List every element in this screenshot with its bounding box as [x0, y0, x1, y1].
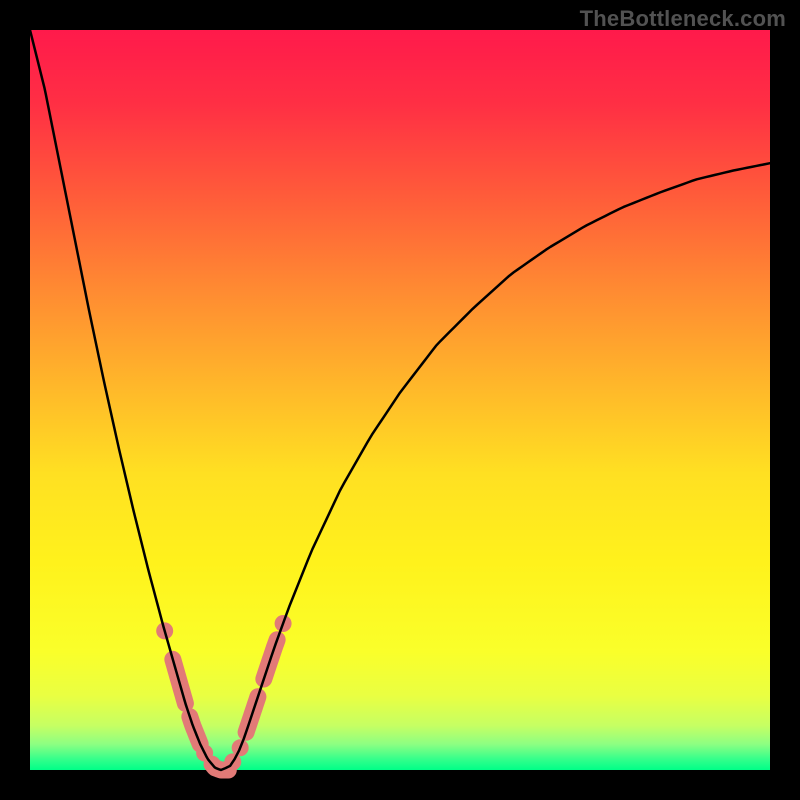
plot-background [30, 30, 770, 770]
figure-container: TheBottleneck.com [0, 0, 800, 800]
bottleneck-chart [0, 0, 800, 800]
watermark-text: TheBottleneck.com [580, 6, 786, 32]
